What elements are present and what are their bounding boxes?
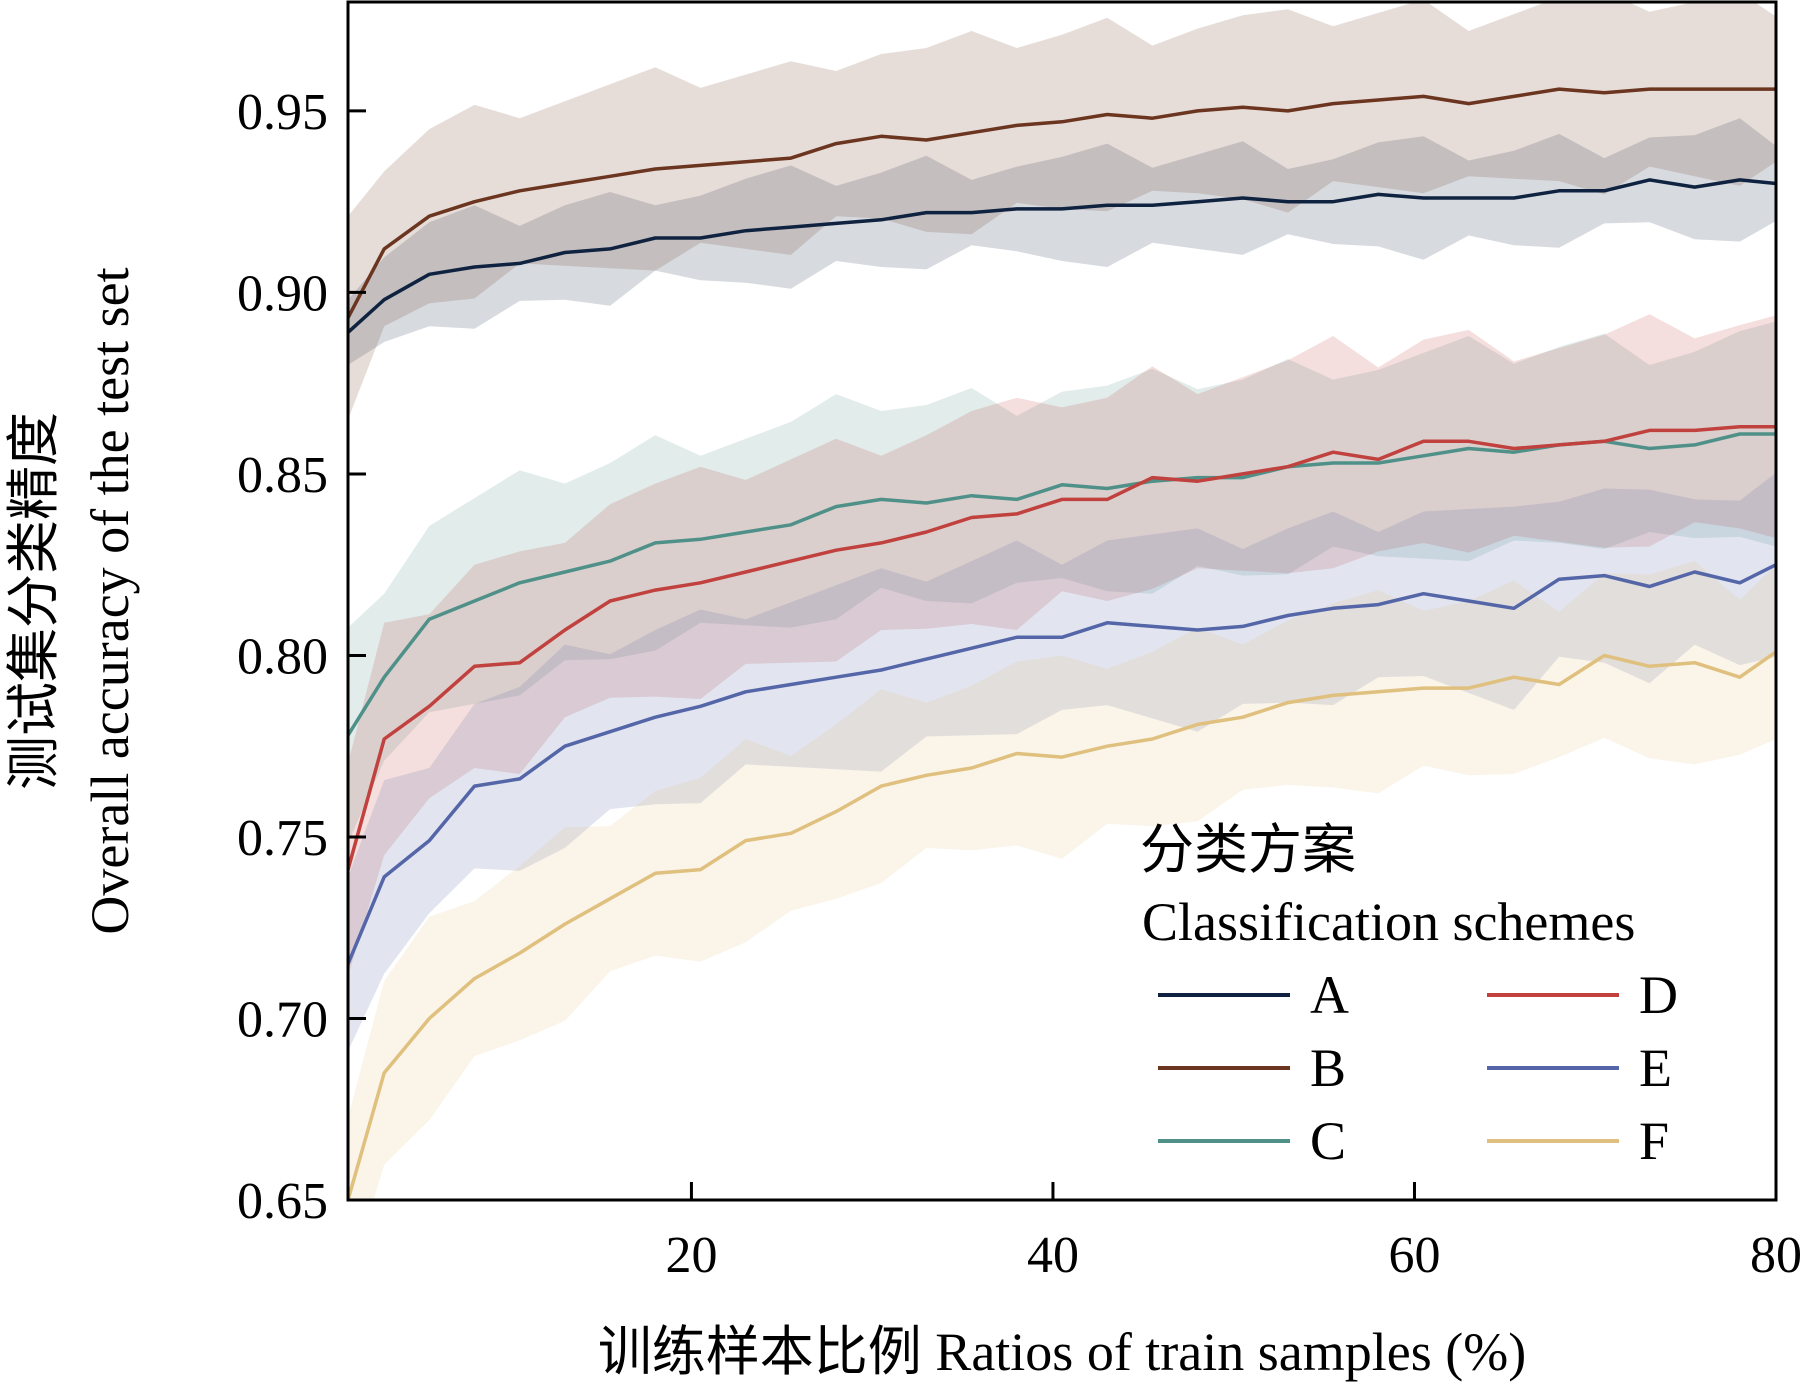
band-A — [348, 118, 1776, 365]
x-tick-label: 80 — [1750, 1227, 1802, 1284]
legend-label-B: B — [1310, 1038, 1346, 1098]
x-tick-label: 40 — [1027, 1227, 1079, 1284]
series-line-D — [348, 424, 1776, 871]
legend-label-D: D — [1639, 965, 1678, 1025]
legend-label-E: E — [1639, 1038, 1672, 1098]
series-line-A — [348, 178, 1776, 334]
x-tick-label: 60 — [1388, 1227, 1440, 1284]
series-line-E — [348, 563, 1776, 965]
y-tick-label: 0.95 — [237, 84, 328, 141]
y-tick-label: 0.75 — [237, 810, 328, 867]
legend-label-A: A — [1310, 965, 1349, 1025]
legend-label-F: F — [1639, 1111, 1669, 1171]
x-axis-title: 训练样本比例 Ratios of train samples (%) — [598, 1322, 1526, 1382]
y-axis-title-chinese: 测试集分类精度 — [4, 412, 64, 790]
band-C — [348, 321, 1776, 843]
band-E — [348, 472, 1776, 1052]
y-axis-title-english: Overall accuracy of the test set — [80, 267, 140, 934]
y-tick-label: 0.80 — [237, 628, 328, 685]
band-F — [348, 561, 1776, 1200]
legend-label-C: C — [1310, 1111, 1346, 1171]
x-tick-label: 20 — [665, 1227, 717, 1284]
y-tick-label: 0.70 — [237, 991, 328, 1048]
legend: 分类方案 Classification schemes ABC DEF — [1140, 820, 1678, 1171]
y-tick-label: 0.90 — [237, 265, 328, 322]
series-line-F — [348, 650, 1776, 1200]
legend-title-chinese: 分类方案 — [1140, 820, 1356, 880]
y-tick-label: 0.65 — [237, 1173, 328, 1230]
band-D — [348, 314, 1776, 977]
plot-frame — [346, 0, 1778, 1202]
y-tick-label: 0.85 — [237, 447, 328, 504]
legend-title-english: Classification schemes — [1142, 892, 1635, 952]
axis-ticks: 0.65 0.70 0.75 0.80 0.85 0.90 0.95 20 40 60 80 — [237, 84, 1802, 1284]
series-lines — [348, 87, 1776, 1200]
legend-items: ABC DEF — [1158, 965, 1678, 1171]
band-B — [348, 2, 1776, 420]
series-line-B — [348, 87, 1776, 319]
confidence-bands — [348, 2, 1776, 1200]
